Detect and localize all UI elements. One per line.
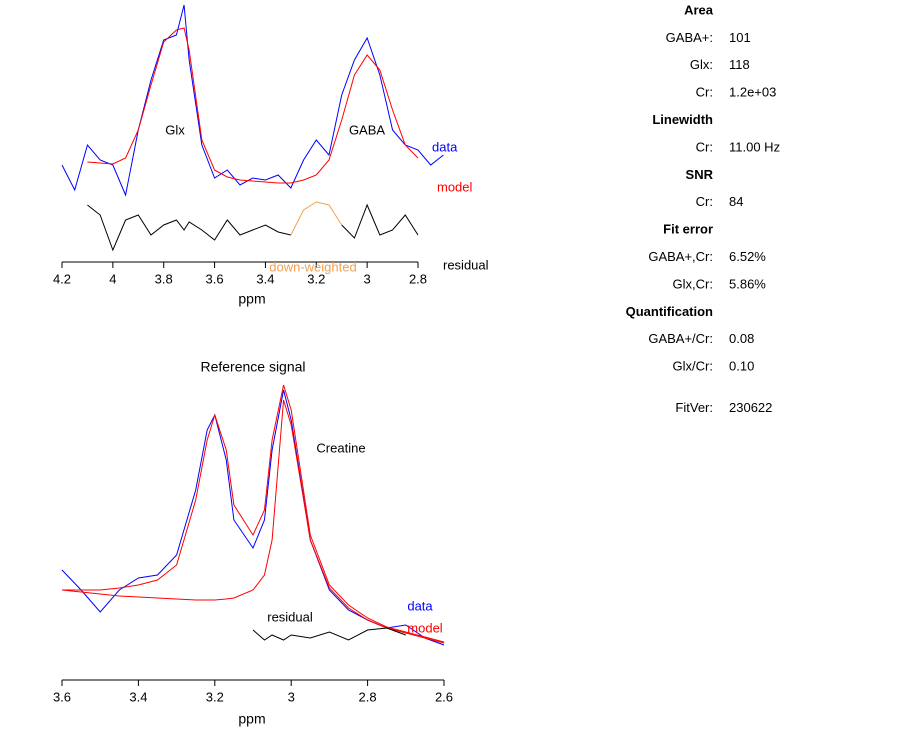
result-value: 118: [729, 57, 750, 72]
result-value: 6.52%: [729, 249, 766, 264]
x-axis-label: ppm: [238, 711, 265, 727]
result-label: GABA+,Cr:: [648, 249, 713, 264]
series-label: data: [407, 598, 433, 613]
series-label: model: [437, 179, 473, 194]
x-tick-label: 3.2: [206, 689, 224, 704]
series-label: model: [407, 620, 443, 635]
section-heading: Quantification: [626, 304, 713, 319]
result-value: 0.08: [729, 331, 754, 346]
result-value: 11.00 Hz: [729, 139, 780, 154]
series-line: [290, 201, 343, 236]
result-label: Cr:: [696, 139, 713, 154]
section-heading: SNR: [686, 167, 714, 182]
result-value: 0.10: [729, 359, 754, 374]
result-value: 101: [729, 30, 751, 45]
x-tick-label: 2.6: [435, 689, 453, 704]
result-value: 230622: [729, 400, 772, 415]
annotation: Creatine: [316, 440, 365, 455]
series-label: data: [432, 139, 458, 154]
series-line: [87, 204, 291, 252]
series-label: down-weighted: [269, 259, 356, 274]
result-label: Cr:: [696, 85, 713, 100]
result-value: 84: [729, 194, 743, 209]
series-line: [61, 399, 445, 644]
series-label: residual: [267, 609, 313, 624]
series-line: [62, 384, 445, 643]
section-heading: Fit error: [663, 222, 713, 237]
annotation: Glx: [165, 122, 185, 137]
x-axis-label: ppm: [238, 291, 265, 307]
x-tick-label: 3.4: [129, 689, 147, 704]
chart-title: Reference signal: [200, 359, 305, 375]
series-line: [252, 627, 406, 641]
result-label: Cr:: [696, 194, 713, 209]
result-label: GABA+:: [666, 30, 713, 45]
result-value: 1.2e+03: [729, 85, 776, 100]
result-label: Glx,Cr:: [673, 276, 713, 291]
x-tick-label: 3.8: [155, 271, 173, 286]
result-label: Glx:: [690, 57, 713, 72]
section-heading: Linewidth: [652, 112, 713, 127]
annotation: GABA: [349, 122, 385, 137]
x-tick-label: 3: [288, 689, 295, 704]
x-tick-label: 4.2: [53, 271, 71, 286]
x-tick-label: 3.6: [206, 271, 224, 286]
result-label: GABA+/Cr:: [648, 331, 713, 346]
series-label: residual: [443, 257, 489, 272]
x-tick-label: 3: [364, 271, 371, 286]
x-tick-label: 2.8: [359, 689, 377, 704]
result-value: 5.86%: [729, 276, 766, 291]
x-tick-label: 3.2: [307, 271, 325, 286]
x-tick-label: 3.4: [256, 271, 274, 286]
series-line: [61, 389, 445, 646]
result-label: Glx/Cr:: [673, 359, 713, 374]
series-line: [61, 4, 444, 197]
x-tick-label: 2.8: [409, 271, 427, 286]
series-line: [341, 203, 419, 239]
result-label: FitVer:: [675, 400, 713, 415]
x-tick-label: 3.6: [53, 689, 71, 704]
x-tick-label: 4: [109, 271, 116, 286]
section-heading: Area: [684, 2, 714, 17]
series-line: [87, 27, 419, 184]
